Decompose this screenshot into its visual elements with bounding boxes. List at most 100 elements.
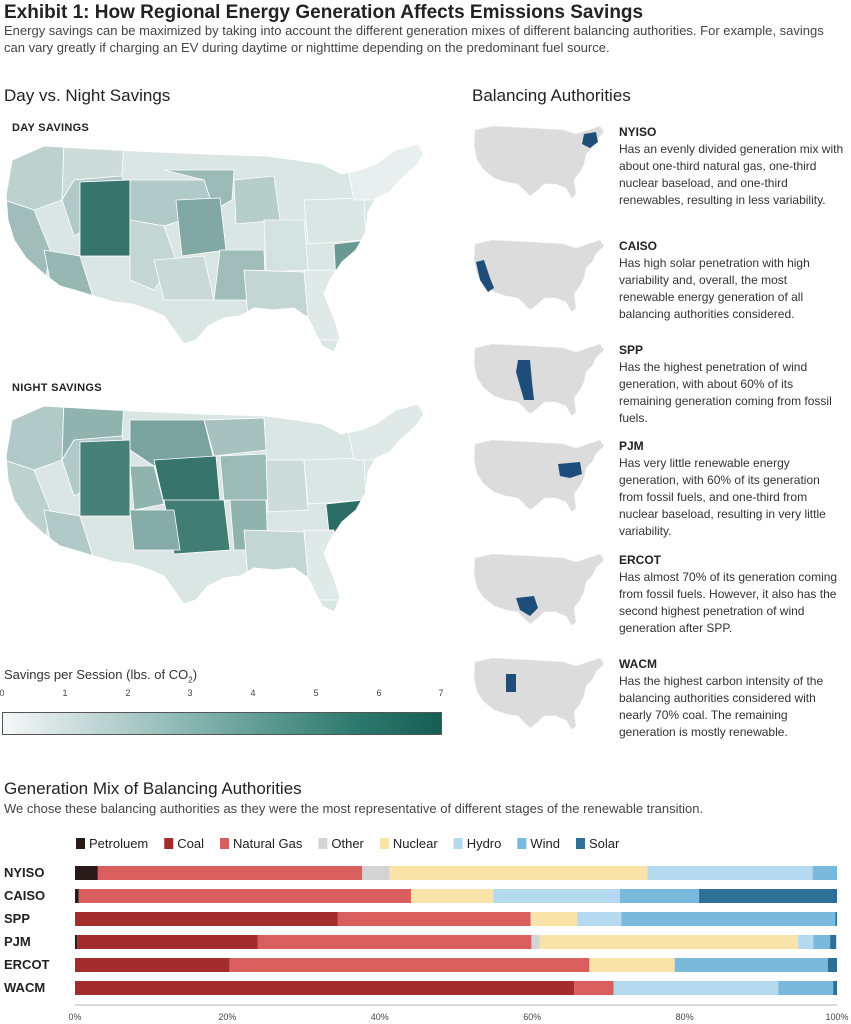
- legend-label: Other: [331, 836, 364, 851]
- bar-segment: [530, 912, 578, 926]
- legend-label: Solar: [589, 836, 620, 851]
- bar-segment: [833, 981, 837, 995]
- legend-swatch: [576, 838, 585, 849]
- locator-base: [473, 125, 605, 199]
- map-region: [303, 529, 345, 601]
- bar-segment: [78, 889, 412, 903]
- map-region: [203, 417, 267, 457]
- pjm-locator-map: [473, 439, 605, 513]
- legend-label: Hydro: [467, 836, 502, 851]
- locator-base: [473, 553, 605, 627]
- legend-gradient-bar: [2, 712, 442, 735]
- legend-swatch: [76, 838, 85, 849]
- bar-segment: [229, 958, 590, 972]
- x-tick-label: 0%: [68, 1012, 81, 1022]
- x-tick-label: 60%: [523, 1012, 541, 1022]
- locator-highlight: [558, 462, 582, 478]
- map-region: [153, 455, 221, 505]
- authority-description: Has the highest carbon intensity of the …: [619, 674, 824, 739]
- legend-item: Natural Gas: [220, 836, 303, 851]
- bar-segment: [75, 981, 575, 995]
- chart-title: Generation Mix of Balancing Authorities: [4, 779, 302, 798]
- bar-segment: [337, 912, 531, 926]
- legend-item: Petroluem: [76, 836, 148, 851]
- legend-label: Coal: [177, 836, 204, 851]
- map-outline: [5, 143, 425, 353]
- bar-segment: [647, 866, 813, 880]
- bar-segment: [835, 912, 837, 926]
- locator-base: [473, 239, 605, 313]
- bar-segment: [75, 912, 338, 926]
- map-region: [175, 197, 227, 257]
- legend-swatch: [517, 838, 527, 849]
- authority-description: Has very little renewable energy generat…: [619, 456, 826, 538]
- bar-segment: [362, 866, 390, 880]
- legend-item: Wind: [517, 836, 560, 851]
- map-region: [263, 219, 309, 273]
- bar-segment: [531, 935, 540, 949]
- page-subtitle: Energy savings can be maximized by takin…: [4, 23, 824, 55]
- locator-highlight: [476, 260, 494, 292]
- locator-highlight: [506, 674, 516, 692]
- category-label: PJM: [4, 934, 31, 949]
- map-region: [153, 255, 215, 301]
- map-region: [219, 453, 271, 501]
- map-region: [79, 179, 131, 257]
- category-label: WACM: [4, 980, 45, 995]
- bar-segment: [589, 958, 675, 972]
- night-savings-map: [5, 403, 425, 613]
- authority-description: Has high solar penetration with high var…: [619, 256, 810, 321]
- category-label: SPP: [4, 911, 30, 926]
- legend-item: Solar: [576, 836, 620, 851]
- category-label: ERCOT: [4, 957, 50, 972]
- locator-base: [473, 439, 605, 513]
- map-region: [79, 439, 131, 517]
- authority-caiso: CAISO Has high solar penetration with hi…: [472, 238, 847, 334]
- bar-segment: [674, 958, 828, 972]
- locator-highlight: [582, 132, 598, 148]
- x-tick-label: 80%: [676, 1012, 694, 1022]
- bar-segment: [830, 935, 837, 949]
- legend-item: Other: [318, 836, 365, 851]
- ercot-locator-map: [473, 553, 605, 627]
- map-region: [265, 459, 309, 513]
- bar-segment: [778, 981, 834, 995]
- authority-description: Has the highest penetration of wind gene…: [619, 360, 832, 425]
- authority-wacm: WACM Has the highest carbon intensity of…: [472, 656, 847, 752]
- map-region: [6, 144, 65, 211]
- legend-tick: 0: [0, 688, 5, 698]
- bar-segment: [574, 981, 614, 995]
- locator-highlight: [516, 596, 538, 616]
- authority-name: WACM: [619, 657, 657, 671]
- bar-segment: [75, 935, 78, 949]
- x-tick-label: 40%: [371, 1012, 389, 1022]
- bar-segment: [389, 866, 648, 880]
- bar-segment: [699, 889, 837, 903]
- maps-section-title: Day vs. Night Savings: [4, 86, 171, 105]
- legend-tick: 1: [62, 688, 68, 698]
- legend-tick: 3: [187, 688, 193, 698]
- legend-swatch: [164, 838, 174, 849]
- bar-segment: [798, 935, 814, 949]
- legend-title: Savings per Session (lbs. of CO2): [4, 667, 198, 685]
- authority-ercot: ERCOT Has almost 70% of its generation c…: [472, 552, 847, 648]
- caiso-locator-map: [473, 239, 605, 313]
- legend-label: Natural Gas: [233, 836, 303, 851]
- map-region: [6, 404, 65, 471]
- bar-segment: [577, 912, 622, 926]
- bar-segment: [75, 958, 230, 972]
- bar-segment: [619, 889, 700, 903]
- legend-tick: 5: [313, 688, 319, 698]
- legend-label: Petroluem: [89, 836, 148, 851]
- bar-segment: [75, 866, 98, 880]
- legend-swatch: [318, 838, 328, 849]
- legend-item: Hydro: [453, 836, 502, 851]
- legend-swatch: [379, 838, 389, 849]
- bar-segment: [411, 889, 494, 903]
- map-region: [333, 239, 371, 283]
- locator-base: [473, 343, 605, 417]
- x-tick-label: 20%: [218, 1012, 236, 1022]
- authority-name: ERCOT: [619, 553, 661, 567]
- map-region: [243, 529, 309, 579]
- legend-item: Nuclear: [379, 836, 438, 851]
